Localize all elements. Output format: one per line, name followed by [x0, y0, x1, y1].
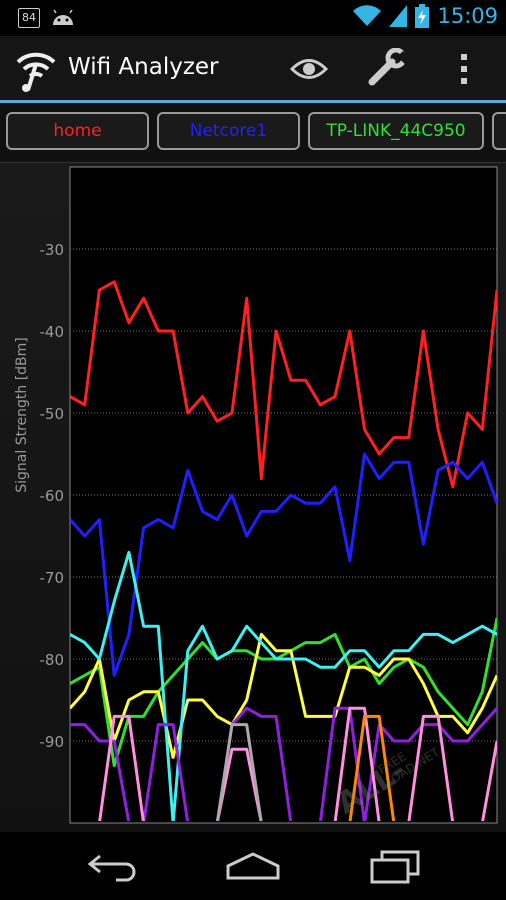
- status-bar: 84 15:09: [0, 0, 506, 36]
- status-notifications: 84: [18, 8, 76, 28]
- home-icon[interactable]: [226, 850, 280, 882]
- eye-icon[interactable]: [290, 52, 328, 86]
- notification-84-icon: 84: [18, 8, 40, 28]
- cell-signal-icon: [389, 5, 408, 27]
- signal-strength-chart: -30 -40 -50 -60 -70 -80 -90 Signal Strength [dB…: [14, 166, 498, 824]
- status-system: 15:09: [353, 4, 498, 28]
- series-line-4: [70, 550, 497, 821]
- y-tick-label: -50: [40, 405, 65, 423]
- android-icon: [53, 9, 73, 25]
- tab-home[interactable]: home: [6, 112, 149, 150]
- ssid-tabs: home Netcore1 TP-LINK_44C950: [0, 103, 506, 163]
- tab-netcore1[interactable]: Netcore1: [157, 112, 300, 150]
- series-line-0: [70, 280, 497, 489]
- clock: 15:09: [437, 4, 498, 28]
- y-tick-label: -70: [40, 569, 65, 587]
- series-line-2: [70, 617, 497, 768]
- battery-charging-icon: [415, 4, 430, 28]
- tabs-divider: [0, 162, 506, 163]
- wrench-icon[interactable]: [366, 48, 408, 88]
- y-tick-label: -30: [40, 241, 65, 259]
- tab-tp-link[interactable]: TP-LINK_44C950: [308, 112, 484, 150]
- series-line-3: [70, 632, 497, 759]
- chart-area: -30 -40 -50 -60 -70 -80 -90 Signal Strength [dB…: [0, 163, 506, 832]
- tab-yellow-network[interactable]: [492, 112, 506, 150]
- series-line-1: [70, 452, 497, 677]
- recent-apps-icon[interactable]: [370, 850, 422, 884]
- y-tick-label: -40: [40, 323, 65, 341]
- overflow-menu-icon[interactable]: [458, 52, 470, 86]
- y-tick-label: -80: [40, 651, 65, 669]
- wifi-logo-icon[interactable]: [14, 46, 58, 92]
- wifi-signal-icon: [353, 5, 382, 27]
- action-bar: Wifi Analyzer: [0, 36, 506, 100]
- y-tick-label: -90: [40, 733, 65, 751]
- action-bar-divider: [0, 100, 506, 103]
- y-tick-label: -60: [40, 487, 65, 505]
- y-axis-label: Signal Strength [dBm]: [14, 337, 30, 493]
- series-line-5: [70, 706, 497, 821]
- app-title: Wifi Analyzer: [68, 54, 219, 80]
- series-line-6: [98, 706, 497, 821]
- back-icon[interactable]: [86, 850, 138, 882]
- navigation-bar: [0, 832, 506, 900]
